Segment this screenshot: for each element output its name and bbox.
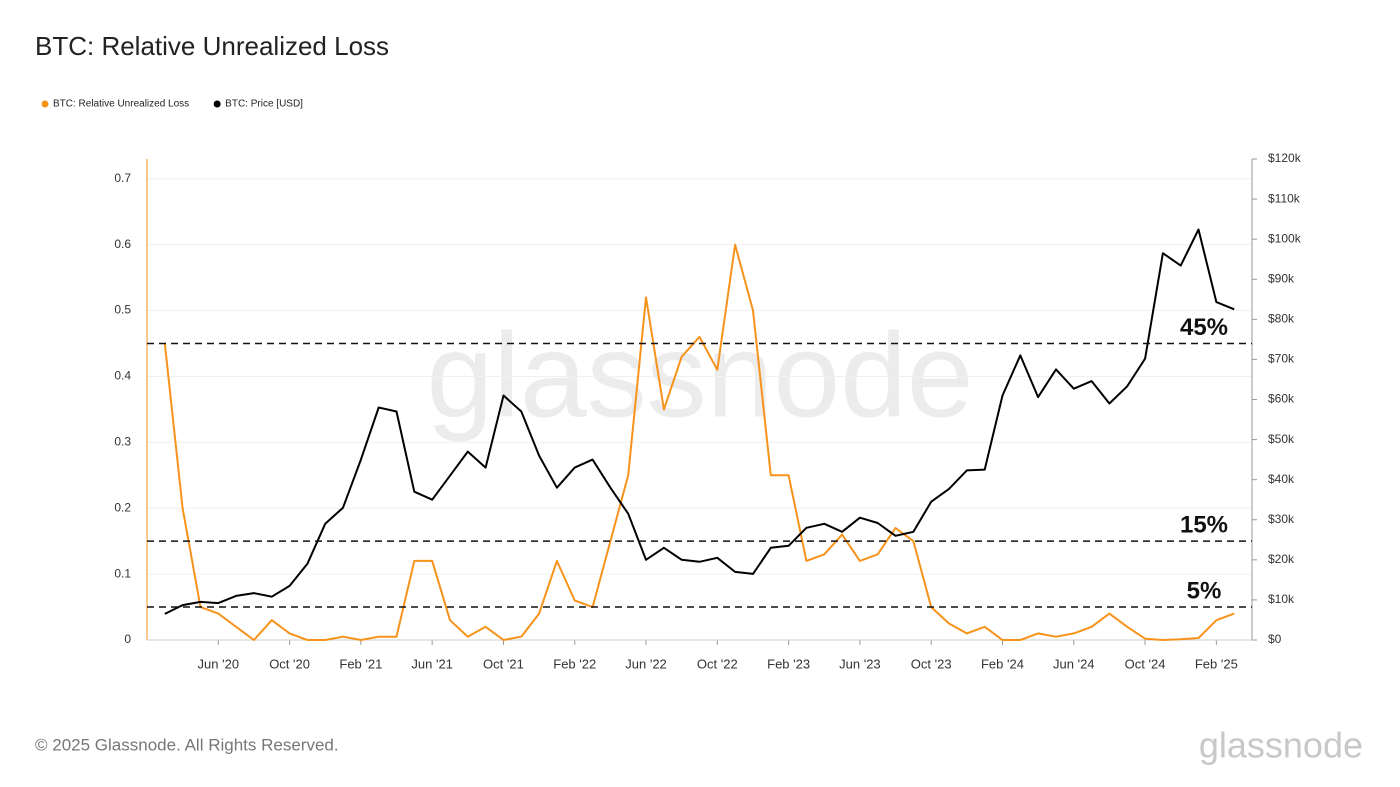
- y-tick-label: 0.4: [114, 369, 131, 383]
- y2-tick-label: $10k: [1268, 592, 1295, 606]
- y2-tick-label: $100k: [1268, 231, 1302, 245]
- y2-tick-label: $30k: [1268, 512, 1295, 526]
- y-tick-label: 0: [124, 632, 131, 646]
- y2-tick-label: $80k: [1268, 312, 1295, 326]
- threshold-label: 5%: [1187, 577, 1222, 604]
- x-tick-label: Feb '21: [339, 656, 382, 671]
- x-tick-label: Oct '21: [483, 656, 524, 671]
- footer: © 2025 Glassnode. All Rights Reserved.: [35, 735, 339, 754]
- y-tick-label: 0.7: [114, 171, 131, 185]
- y2-tick-label: $120k: [1268, 151, 1302, 165]
- x-tick-label: Feb '24: [981, 656, 1024, 671]
- legend-label: BTC: Price [USD]: [225, 99, 303, 110]
- x-tick-label: Oct '22: [697, 656, 738, 671]
- x-tick-label: Feb '25: [1195, 656, 1238, 671]
- y-tick-label: 0.3: [114, 435, 131, 449]
- x-tick-label: Jun '24: [1053, 656, 1095, 671]
- y-tick-label: 0.6: [114, 237, 131, 251]
- y2-tick-label: $20k: [1268, 552, 1295, 566]
- threshold-label: 15%: [1180, 512, 1228, 539]
- y2-tick-label: $110k: [1268, 191, 1301, 205]
- legend-label: BTC: Relative Unrealized Loss: [53, 99, 189, 110]
- y2-tick-label: $90k: [1268, 271, 1295, 285]
- brand-logo: glassnode: [1199, 725, 1363, 766]
- y2-tick-label: $70k: [1268, 352, 1295, 366]
- x-tick-label: Jun '21: [411, 656, 453, 671]
- x-tick-label: Oct '20: [269, 656, 310, 671]
- x-tick-label: Jun '20: [198, 656, 240, 671]
- x-tick-label: Oct '24: [1125, 656, 1166, 671]
- threshold-label: 45%: [1180, 314, 1228, 341]
- series-line: [164, 228, 1235, 615]
- x-tick-label: Feb '23: [767, 656, 810, 671]
- x-tick-label: Oct '23: [911, 656, 952, 671]
- legend-swatch: [213, 100, 221, 108]
- y-tick-label: 0.1: [114, 566, 131, 580]
- y2-tick-label: $40k: [1268, 472, 1295, 486]
- legend-swatch: [41, 100, 49, 108]
- y-tick-label: 0.2: [114, 500, 131, 514]
- y2-tick-label: $0: [1268, 632, 1282, 646]
- y-tick-label: 0.5: [114, 303, 131, 317]
- watermark: glassnode: [426, 309, 973, 443]
- x-tick-label: Jun '22: [625, 656, 667, 671]
- x-tick-label: Feb '22: [553, 656, 596, 671]
- y2-tick-label: $50k: [1268, 432, 1295, 446]
- series-line: [163, 243, 1235, 641]
- chart-title: BTC: Relative Unrealized Loss: [35, 31, 389, 61]
- x-tick-label: Jun '23: [839, 656, 881, 671]
- y2-tick-label: $60k: [1268, 392, 1295, 406]
